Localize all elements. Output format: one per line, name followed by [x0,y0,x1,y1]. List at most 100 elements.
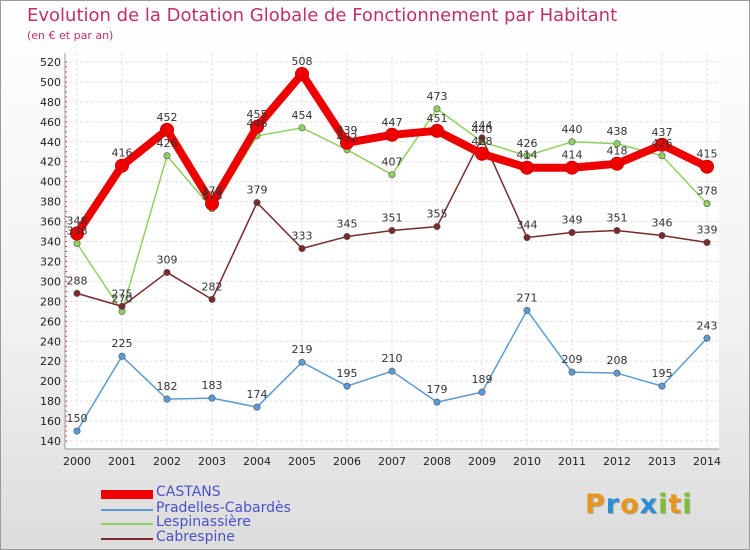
data-label-pradelles-cabardes: 174 [247,388,268,401]
data-label-pradelles-cabardes: 150 [67,412,88,425]
data-point-cabrespine [388,227,396,235]
legend-label-pradelles-cabardes: Pradelles-Cabardès [156,500,291,516]
y-tick-labels: 140 160 180 200 220 240 260 280 300 320 340 360 380 4… [40,56,61,448]
y-tick-label: 160 [40,415,61,428]
data-point-castans [700,159,714,174]
data-label-castans: 418 [607,145,628,158]
data-label-castans: 439 [337,124,358,137]
data-label-cabrespine: 339 [697,224,718,237]
data-point-pradelles-cabardes [253,403,261,411]
data-label-lespinassiere: 440 [562,123,583,136]
logo-letter: i [682,489,693,520]
x-tick-label: 2006 [333,455,361,468]
data-label-castans: 455 [247,108,268,121]
legend-item-cabrespine: Cabrespine [101,529,361,546]
data-point-pradelles-cabardes [478,388,486,396]
legend-swatch-pradelles-cabardes [101,509,153,511]
logo-letter: r [605,489,621,520]
data-point-lespinassiere [163,152,171,160]
x-tick-label: 2000 [63,455,91,468]
y-tick-label: 180 [40,395,61,408]
data-point-pradelles-cabardes [163,395,171,403]
data-label-lespinassiere: 473 [427,90,448,103]
data-label-cabrespine: 275 [112,287,133,300]
y-tick-label: 420 [40,156,61,169]
data-label-lespinassiere: 432 [337,131,358,144]
data-label-cabrespine: 288 [67,274,88,287]
data-label-lespinassiere: 446 [247,117,268,130]
y-tick-label: 360 [40,216,61,229]
logo-letter: x [639,489,659,520]
grid-lines [65,53,719,449]
data-point-castans [115,158,129,173]
x-tick-label: 2005 [288,455,316,468]
logo-letter: P [585,489,606,520]
data-point-cabrespine [253,199,261,207]
data-label-castans: 428 [472,135,493,148]
y-tick-label: 460 [40,116,61,129]
y-tick-label: 440 [40,136,61,149]
data-label-pradelles-cabardes: 210 [382,352,403,365]
data-point-castans [430,123,444,138]
data-label-cabrespine: 349 [562,214,583,227]
data-label-pradelles-cabardes: 195 [652,367,673,380]
legend-label-cabrespine: Cabrespine [156,529,235,545]
data-label-pradelles-cabardes: 225 [112,337,133,350]
data-label-lespinassiere: 426 [157,137,178,150]
data-label-lespinassiere: 373 [202,190,223,203]
data-label-castans: 508 [292,55,313,68]
y-tick-label: 220 [40,355,61,368]
legend-item-pradelles-cabardes: Pradelles-Cabardès [101,500,361,517]
data-point-cabrespine [73,289,81,297]
series-cabrespine [73,134,711,310]
data-point-castans [610,156,624,171]
data-label-lespinassiere: 440 [472,123,493,136]
data-point-castans [205,196,219,211]
y-tick-label: 480 [40,96,61,109]
data-label-castans: 415 [697,148,718,161]
series-layer [70,66,714,435]
data-point-cabrespine [118,302,126,310]
x-tick-label: 2013 [648,455,676,468]
y-tick-label: 260 [40,315,61,328]
data-point-lespinassiere [523,152,531,160]
data-label-castans: 452 [157,111,178,124]
data-label-pradelles-cabardes: 195 [337,367,358,380]
data-label-pradelles-cabardes: 271 [517,291,538,304]
x-tick-labels: 2000 2001 2002 2003 2004 2005 2006 2007 2008 2009… [63,455,721,468]
logo-letter: i [658,489,669,520]
y-tick-label: 300 [40,275,61,288]
y-tick-label: 340 [40,236,61,249]
legend-item-castans: CASTANS [101,484,361,501]
data-label-pradelles-cabardes: 243 [697,319,718,332]
x-tick-label: 2008 [423,455,451,468]
y-tick-label: 520 [40,56,61,69]
data-point-cabrespine [163,268,171,276]
data-point-castans [385,127,399,142]
x-tick-label: 2010 [513,455,541,468]
data-point-pradelles-cabardes [433,398,441,406]
x-tick-label: 2002 [153,455,181,468]
data-point-lespinassiere [73,240,81,248]
data-label-castans: 414 [562,149,583,162]
data-label-lespinassiere: 454 [292,109,313,122]
y-tick-label: 500 [40,76,61,89]
data-point-pradelles-cabardes [73,427,81,435]
data-point-pradelles-cabardes [343,382,351,390]
legend-swatch-castans [101,490,153,499]
data-label-castans: 447 [382,116,403,129]
data-label-castans: 416 [112,147,133,160]
y-tick-label: 380 [40,196,61,209]
legend-label-castans: CASTANS [156,484,221,500]
data-label-lespinassiere: 338 [67,225,88,238]
y-tick-label: 200 [40,375,61,388]
data-point-castans [70,226,84,241]
data-point-pradelles-cabardes [298,358,306,366]
proxiti-logo: Proxiti [585,489,693,520]
data-point-castans [520,160,534,175]
x-tick-label: 2001 [108,455,136,468]
data-label-lespinassiere: 270 [112,292,133,305]
data-label-lespinassiere: 426 [517,137,538,150]
